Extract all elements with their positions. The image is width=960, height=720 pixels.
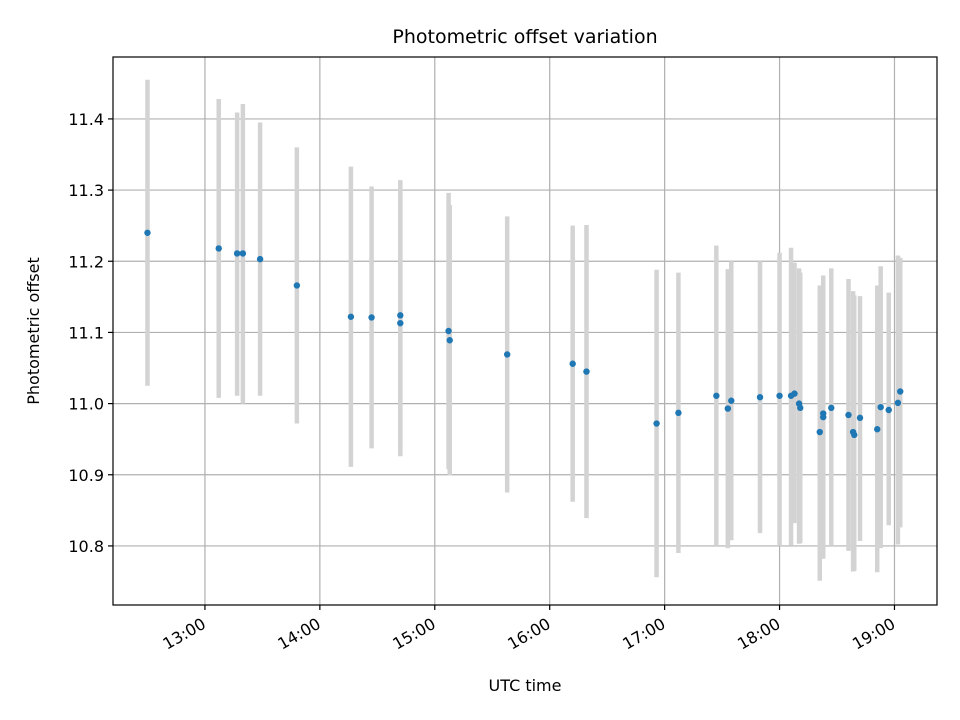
data-point [215, 245, 222, 252]
data-point [897, 388, 904, 395]
data-point [144, 229, 151, 236]
data-point [347, 313, 355, 320]
y-axis-label: Photometric offset [24, 257, 43, 405]
data-point [845, 411, 852, 419]
chart-title: Photometric offset variation [392, 26, 657, 48]
data-point [756, 393, 764, 401]
plot-frame [112, 56, 938, 606]
data-point [445, 327, 452, 335]
y-tick-label: 10.8 [68, 537, 104, 556]
data-point [256, 255, 264, 263]
data-point [851, 431, 858, 439]
data-point [397, 319, 404, 327]
data-point [728, 397, 735, 404]
data-point [713, 392, 720, 399]
data-point [797, 404, 804, 412]
y-tick-label: 10.9 [68, 466, 104, 485]
data-point [233, 250, 241, 257]
data-point [583, 368, 590, 375]
y-tick-label: 11.0 [68, 395, 104, 414]
data-point [877, 403, 884, 411]
data-point [885, 406, 892, 414]
data-points [144, 229, 904, 439]
data-point [894, 399, 902, 407]
y-tick-label: 11.3 [68, 181, 104, 200]
data-point [675, 409, 682, 417]
data-point [791, 390, 798, 397]
data-point [368, 314, 375, 321]
data-point [653, 420, 660, 427]
y-tick-label: 11.1 [68, 323, 104, 342]
data-point [293, 282, 301, 289]
data-point [776, 392, 783, 399]
data-point [239, 250, 247, 257]
data-point [724, 405, 732, 412]
data-point [569, 360, 576, 367]
data-point [856, 414, 864, 422]
y-tick-label: 11.2 [68, 252, 104, 271]
data-point [820, 413, 827, 421]
data-point [446, 337, 453, 344]
data-point [816, 428, 823, 436]
y-axis-ticks: 10.8 10.9 11.0 11.1 11.2 11.3 11.4 [68, 110, 113, 556]
x-axis-label: UTC time [489, 676, 562, 695]
data-point [828, 404, 835, 412]
y-tick-label: 11.4 [68, 110, 104, 129]
data-point [874, 426, 881, 433]
data-point [503, 351, 511, 358]
data-point [397, 312, 404, 319]
